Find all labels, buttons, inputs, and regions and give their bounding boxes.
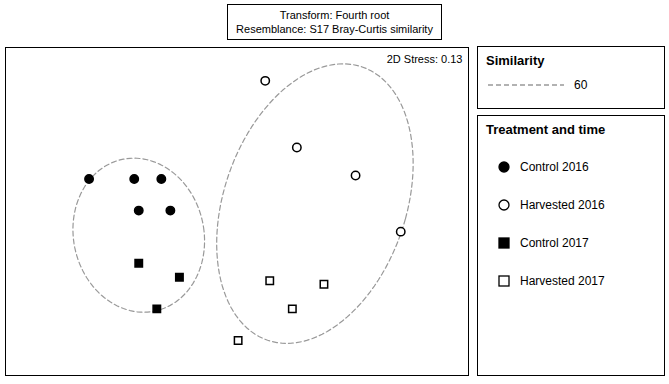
html-text:Harvested 2016: Harvested 2016: [520, 198, 605, 212]
svg-text:2D Stress: 0.13: 2D Stress: 0.13: [387, 53, 463, 65]
html-text:Control 2017: Control 2017: [520, 236, 589, 250]
html-text:Similarity: Similarity: [486, 53, 545, 68]
html-text:60: 60: [574, 78, 588, 92]
html-text:Control 2016: Control 2016: [520, 160, 589, 174]
html-text:Harvested 2017: Harvested 2017: [520, 274, 605, 288]
html-text:Transform: Fourth root Resembl: Transform: Fourth root Resemblance: S17 …: [236, 9, 433, 35]
html-text:Treatment and time: Treatment and time: [486, 122, 606, 137]
